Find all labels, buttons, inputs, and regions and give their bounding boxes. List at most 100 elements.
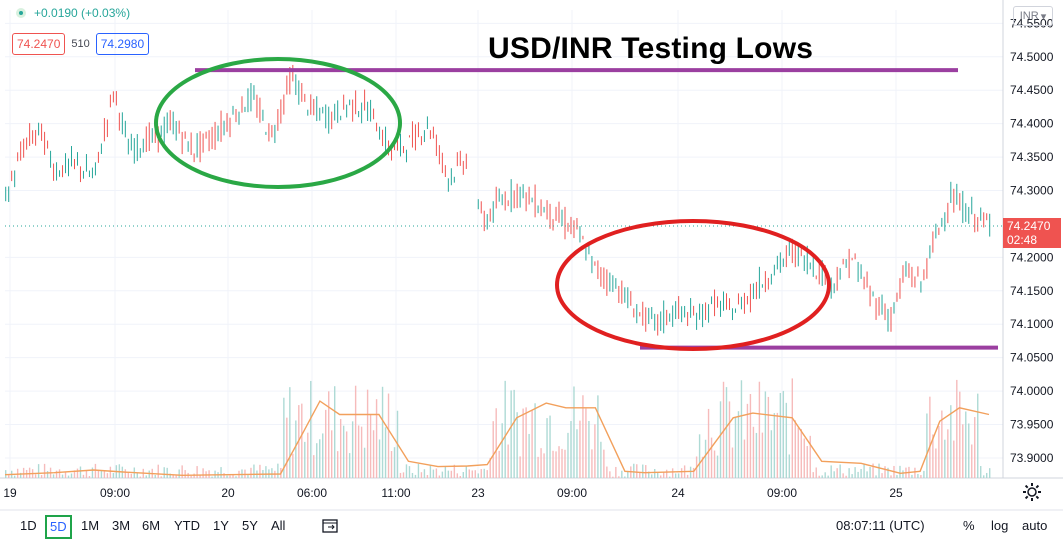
- volume-bar: [959, 391, 961, 478]
- last-price-label: 74.2470 02:48: [1003, 218, 1061, 248]
- volume-bar: [271, 468, 273, 478]
- ask-button[interactable]: 74.2980: [95, 33, 150, 55]
- x-tick-label: 06:00: [297, 486, 327, 500]
- volume-bar: [163, 467, 165, 478]
- range-1d[interactable]: 1D: [20, 518, 37, 533]
- volume-bar: [438, 475, 441, 478]
- volume-bar: [567, 432, 569, 478]
- volume-bar: [157, 464, 159, 478]
- volume-bar: [513, 389, 515, 478]
- volume-bar: [319, 439, 321, 478]
- bid-button[interactable]: 74.2470: [12, 33, 66, 55]
- range-1m[interactable]: 1M: [81, 518, 100, 533]
- volume-bar: [322, 433, 324, 478]
- volume-bar: [890, 475, 892, 478]
- percent-toggle[interactable]: %: [963, 518, 975, 533]
- volume-bar: [399, 472, 402, 478]
- volume-bar: [746, 403, 749, 478]
- volume-bar: [378, 439, 381, 478]
- volume-bar: [564, 449, 566, 478]
- volume-bar: [387, 393, 390, 478]
- volume-bar: [668, 476, 671, 478]
- volume-bar: [662, 471, 665, 478]
- volume-bar: [390, 451, 393, 478]
- volume-bar: [477, 473, 479, 478]
- volume-bar: [773, 413, 776, 478]
- y-tick-label: 73.9000: [1010, 451, 1054, 465]
- volume-bar: [208, 470, 210, 478]
- volume-bar: [136, 473, 138, 478]
- y-tick-label: 74.4000: [1010, 117, 1054, 131]
- volume-bar: [420, 472, 423, 478]
- volume-bar: [462, 472, 465, 478]
- volume-bar: [384, 427, 387, 478]
- volume-bar: [363, 447, 366, 478]
- volume-bar: [932, 434, 934, 478]
- x-tick-label: 09:00: [100, 486, 130, 500]
- settings-gear-icon[interactable]: [1022, 482, 1042, 507]
- range-6m[interactable]: 6M: [142, 518, 161, 533]
- volume-bar: [896, 475, 898, 478]
- volume-bar: [941, 410, 943, 478]
- volume-bar: [767, 396, 770, 478]
- currency-selector[interactable]: INR ▾: [1013, 6, 1053, 26]
- volume-bar: [67, 475, 70, 478]
- volume-bar: [333, 386, 336, 478]
- range-ytd[interactable]: YTD: [174, 518, 200, 533]
- volume-bar: [872, 463, 874, 478]
- volume-bar: [570, 421, 572, 478]
- range-3m[interactable]: 3M: [112, 518, 131, 533]
- volume-bar: [375, 399, 378, 478]
- volume-bar: [76, 468, 79, 478]
- volume-bar: [698, 434, 701, 478]
- volume-bar: [543, 453, 545, 478]
- volume-bar: [289, 387, 291, 478]
- volume-bar: [336, 451, 339, 478]
- range-all[interactable]: All: [271, 518, 286, 533]
- date-range-icon[interactable]: [322, 518, 338, 536]
- range-1y[interactable]: 1Y: [213, 518, 229, 533]
- log-toggle[interactable]: log: [991, 518, 1009, 533]
- volume-bar: [983, 475, 985, 478]
- volume-bar: [52, 474, 55, 478]
- volume-bar: [594, 424, 596, 478]
- volume-bar: [977, 393, 979, 478]
- volume-bar: [561, 448, 563, 478]
- volume-bar: [253, 464, 255, 478]
- volume-bar: [199, 474, 201, 478]
- volume-bar: [474, 470, 476, 478]
- volume-bar: [510, 390, 512, 478]
- volume-bar: [405, 464, 408, 478]
- auto-toggle[interactable]: auto: [1022, 518, 1048, 533]
- volume-bar: [145, 475, 147, 478]
- y-tick-label: 74.5500: [1010, 16, 1054, 30]
- volume-bar: [645, 465, 647, 478]
- volume-bar: [827, 475, 829, 478]
- volume-bar: [426, 475, 429, 478]
- volume-bar: [597, 395, 599, 478]
- range-5d[interactable]: 5D: [45, 515, 72, 539]
- clock-time[interactable]: 08:07:11 (UTC): [836, 518, 925, 533]
- y-tick-label: 74.4500: [1010, 83, 1054, 97]
- volume-bar: [91, 467, 94, 478]
- volume-bar: [34, 474, 37, 478]
- volume-bar: [719, 401, 722, 478]
- range-5y[interactable]: 5Y: [242, 518, 258, 533]
- volume-bar: [986, 472, 988, 478]
- volume-bar: [154, 474, 156, 478]
- volume-bar: [190, 475, 192, 478]
- volume-bar: [16, 468, 19, 478]
- x-tick-label: 09:00: [557, 486, 587, 500]
- volume-bar: [483, 468, 485, 478]
- quote-row: 74.2470 510 74.2980: [12, 33, 150, 55]
- volume-bar: [803, 438, 805, 478]
- volume-bar: [555, 451, 557, 478]
- volume-bar: [175, 475, 177, 478]
- volume-bar: [654, 469, 656, 478]
- y-tick-label: 74.5000: [1010, 50, 1054, 64]
- volume-bar: [857, 471, 859, 478]
- volume-bar: [489, 457, 491, 478]
- volume-bar: [749, 393, 752, 478]
- volume-bar: [109, 466, 112, 478]
